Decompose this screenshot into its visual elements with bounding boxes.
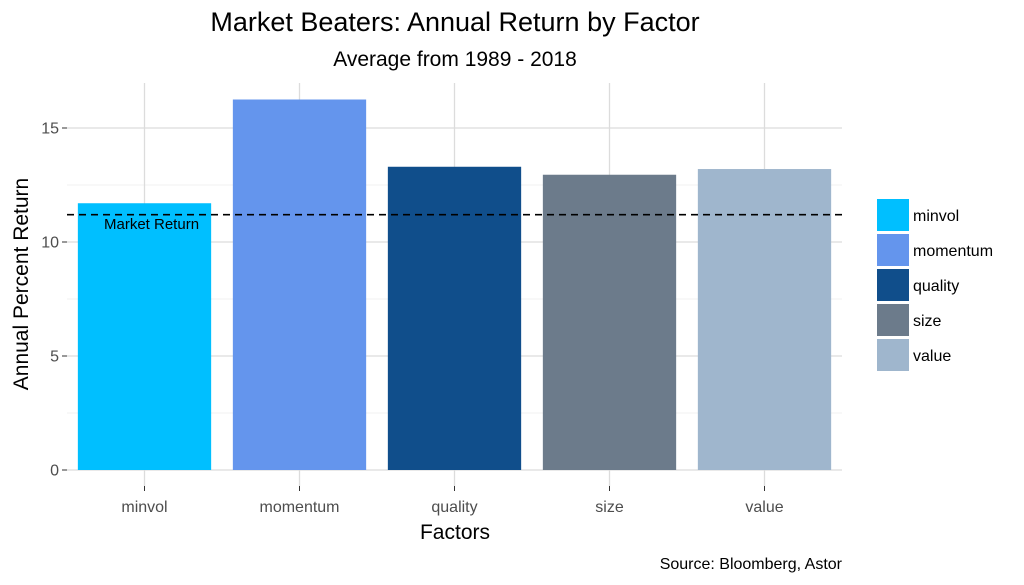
legend-key-size (877, 304, 909, 336)
reference-line-label: Market Return (104, 216, 199, 233)
legend-key-minvol (877, 199, 909, 231)
x-axis-title: Factors (420, 521, 490, 544)
bar-size (542, 174, 677, 471)
reference-line-group: Market Return (67, 213, 842, 233)
legend-key-quality (877, 269, 909, 301)
y-tick-label: 10 (41, 235, 59, 252)
legend-key-momentum (877, 234, 909, 266)
legend-label-size: size (913, 313, 942, 330)
x-tick-label: minvol (121, 499, 167, 516)
x-tick-label: momentum (259, 499, 339, 516)
bar-value (697, 169, 832, 471)
bar-momentum (232, 99, 367, 470)
legend-label-momentum: momentum (913, 243, 993, 260)
bar-minvol (77, 203, 212, 471)
legend-key-value (877, 339, 909, 371)
bar-quality (387, 166, 522, 470)
source-caption: Source: Bloomberg, Astor (660, 556, 843, 573)
x-tick-label: size (595, 499, 624, 516)
legend-label-quality: quality (913, 278, 959, 295)
y-axis-title: Annual Percent Return (10, 178, 33, 390)
y-tick-label: 5 (50, 349, 59, 366)
legend-label-value: value (913, 348, 951, 365)
y-tick-label: 0 (50, 463, 59, 480)
chart-title: Market Beaters: Annual Return by Factor (210, 7, 699, 37)
legend-label-minvol: minvol (913, 208, 959, 225)
y-tick-label: 15 (41, 121, 59, 138)
chart-subtitle: Average from 1989 - 2018 (333, 48, 577, 71)
legend: minvol momentum quality size value (877, 199, 993, 371)
x-tick-label: value (745, 499, 783, 516)
x-tick-label: quality (431, 499, 477, 516)
bars (77, 99, 832, 471)
y-axis: 0 5 10 15 (41, 121, 67, 480)
x-axis: minvol momentum quality size value (121, 486, 784, 516)
